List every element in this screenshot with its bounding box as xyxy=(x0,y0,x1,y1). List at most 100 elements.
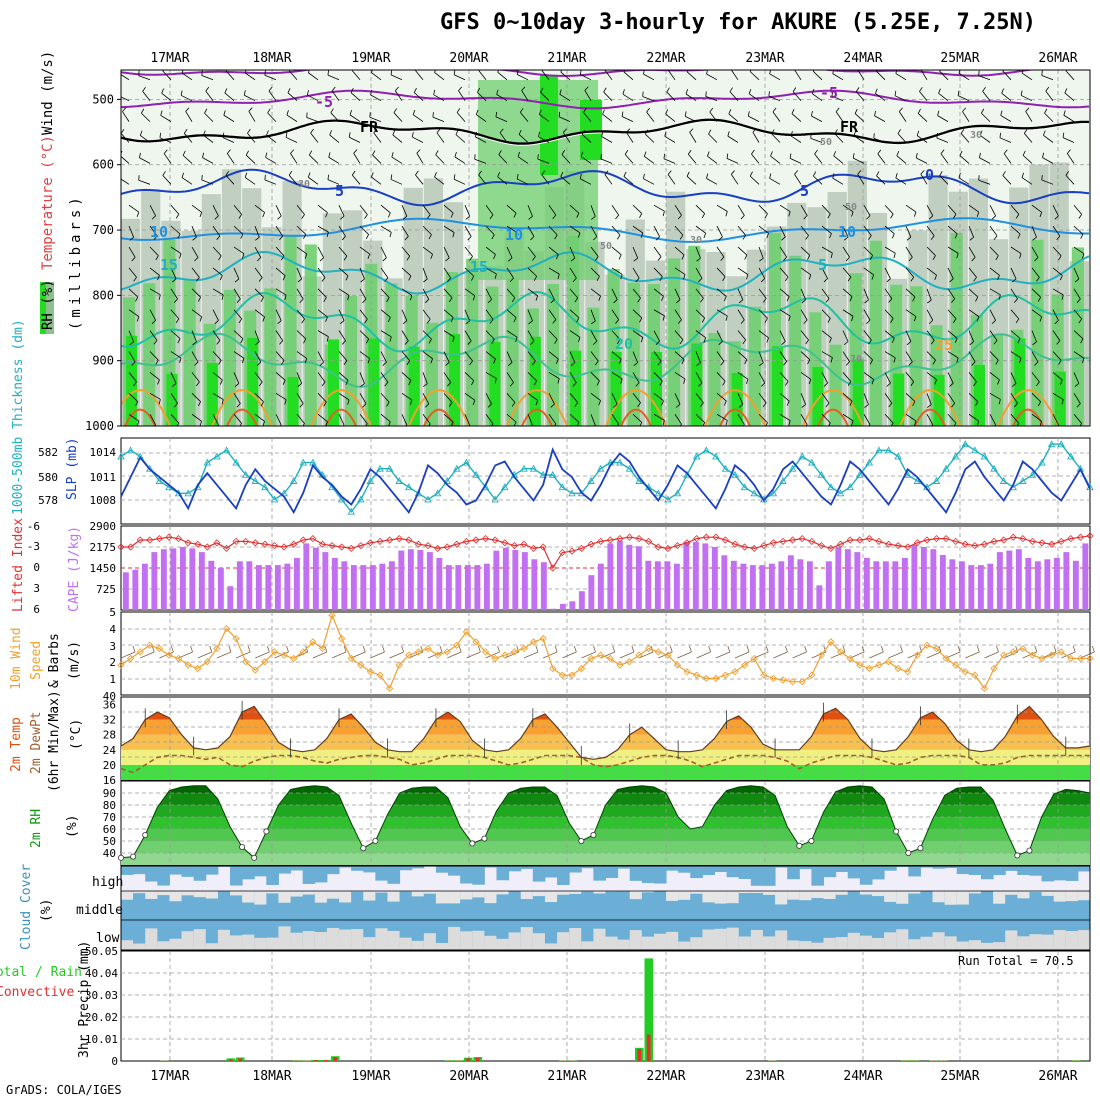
cloud-middle-gap xyxy=(1029,891,1043,893)
cloud-middle-gap xyxy=(702,891,716,903)
lifted-index-point xyxy=(923,536,931,544)
cloud-low-gap xyxy=(1077,930,1091,950)
wind10m-point xyxy=(875,661,883,669)
bottom-date-tick: 18MAR xyxy=(252,1069,291,1084)
thickness-point xyxy=(501,483,509,491)
cloud-middle-gap xyxy=(496,891,510,895)
cloud-low-gap xyxy=(690,937,703,950)
wind10m-point xyxy=(539,634,547,643)
precip-convective-bar xyxy=(314,1060,319,1061)
wind10m-point xyxy=(1067,654,1075,663)
cape-bar xyxy=(863,557,870,610)
cloud-middle-gap xyxy=(242,891,255,903)
cloud-middle-gap xyxy=(1077,891,1091,901)
cloud-low-bar xyxy=(435,920,449,950)
rh-tick: 60 xyxy=(103,823,116,836)
precip-convective-label: Convective xyxy=(0,985,74,1000)
wind10m-point xyxy=(328,611,336,619)
rh-tick: 80 xyxy=(103,799,116,812)
lifted-index-point xyxy=(395,535,403,543)
contour-label: -5 xyxy=(820,84,838,102)
wind10m-point xyxy=(529,638,538,646)
cloud-middle-gap xyxy=(823,891,837,899)
cloud-middle-bar xyxy=(181,891,195,920)
lifted-index-point xyxy=(242,537,250,545)
lifted-index-point xyxy=(712,533,720,541)
cloud-low-gap xyxy=(750,929,764,950)
cloud-middle-gap xyxy=(1041,891,1055,896)
cape-bar xyxy=(882,561,889,610)
lifted-index-point xyxy=(472,536,480,544)
cloud-middle-gap xyxy=(896,891,909,904)
cloud-low-bar xyxy=(133,920,146,950)
bottom-date-tick: 25MAR xyxy=(940,1069,979,1084)
lifted-index-tick: -6 xyxy=(27,520,40,533)
cape-bar xyxy=(360,565,367,610)
bottom-date-tick: 26MAR xyxy=(1038,1069,1077,1084)
contour-label: -5 xyxy=(315,93,333,111)
cape-bar xyxy=(483,563,490,610)
cape-bar xyxy=(512,549,519,610)
cloud-high-bar xyxy=(1017,866,1030,875)
cape-bar xyxy=(911,544,918,610)
wind10m-point xyxy=(577,664,586,673)
thickness-point xyxy=(932,477,941,484)
cloud-high-bar xyxy=(496,866,510,881)
cloud-low-gap xyxy=(762,936,776,950)
cloud-middle-bar xyxy=(871,891,885,920)
cape-bar xyxy=(379,563,386,610)
lifted-index-point xyxy=(270,542,279,550)
temp-tick: 24 xyxy=(103,744,117,757)
precip-convective-bar xyxy=(475,1057,480,1061)
wind10m-point xyxy=(673,661,682,669)
rh2m-point xyxy=(142,832,149,839)
cloud-panel: high middle low Cloud Cover (%) xyxy=(19,864,1091,951)
cloud-middle-gap xyxy=(472,891,485,898)
cloud-middle-bar xyxy=(920,891,934,920)
lifted-index-point xyxy=(501,539,509,547)
cloud-middle-gap xyxy=(532,891,546,897)
cloud-middle-gap xyxy=(460,891,473,900)
cape-bar xyxy=(208,560,215,610)
cloud-middle-gap xyxy=(762,891,776,895)
cloud-middle-bar xyxy=(811,891,825,920)
wind10m-point xyxy=(501,651,509,659)
cloud-middle-gap xyxy=(944,891,958,905)
wind10m-point xyxy=(827,638,835,646)
wind10m-line xyxy=(120,613,1090,690)
cloud-high-bar xyxy=(871,866,885,880)
cloud-high-bar xyxy=(944,866,958,869)
cloud-high-bar xyxy=(811,866,825,886)
cloud-high-bar xyxy=(980,866,994,880)
cloud-high-bar xyxy=(617,866,631,869)
temp-tick: 28 xyxy=(103,729,116,742)
cape-bar xyxy=(825,561,832,610)
temp2m-axis-label: 2m Temp xyxy=(9,717,24,772)
cape-bar xyxy=(407,549,414,610)
slp-tick: 1011 xyxy=(90,471,117,484)
cloud-low-gap xyxy=(653,933,667,950)
wind10m-point xyxy=(222,624,231,633)
cloud-low-gap xyxy=(266,937,279,950)
wind10m-point xyxy=(645,644,653,653)
cloud-low-gap xyxy=(726,927,740,950)
wind10m-point xyxy=(184,661,192,669)
cape-tick: 1450 xyxy=(90,562,117,575)
cloud-middle-gap xyxy=(714,891,728,904)
lifted-index-point xyxy=(817,542,825,550)
rh2m-point xyxy=(481,835,488,842)
lifted-index-point xyxy=(597,537,605,545)
thickness-point xyxy=(568,489,576,497)
cloud-middle-gap xyxy=(799,891,812,901)
lifted-index-point xyxy=(462,537,470,545)
cape-bar xyxy=(455,565,462,610)
cloud-high-bar xyxy=(932,866,946,869)
cape-bar xyxy=(493,550,500,610)
cloud-low-gap xyxy=(920,936,934,950)
cape-bar xyxy=(588,575,595,610)
thickness-point xyxy=(1019,477,1027,484)
precip-tick: 10.01 xyxy=(85,1033,118,1046)
thickness-point xyxy=(635,477,643,484)
cloud-middle-bar xyxy=(157,891,170,920)
lifted-index-point xyxy=(664,544,672,552)
